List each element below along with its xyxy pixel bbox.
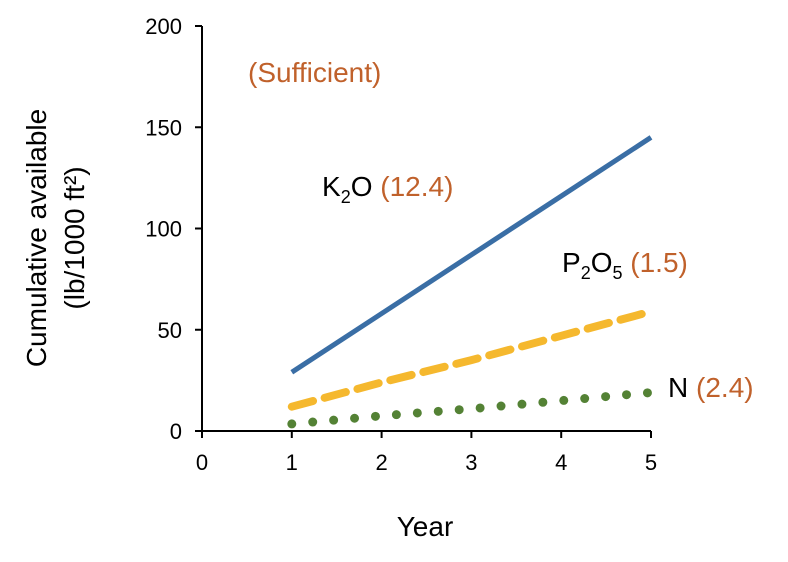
y-tick-label: 150	[145, 115, 182, 140]
series-line-p2o5	[287, 307, 655, 411]
series-label-k2o: K2O (12.4)	[322, 171, 453, 207]
x-tick-label: 4	[555, 450, 567, 475]
y-tick-label: 50	[158, 318, 182, 343]
series-label-n: N (2.4)	[668, 372, 754, 403]
rate-n: (2.4)	[696, 372, 754, 403]
y-tick-label: 200	[145, 14, 182, 39]
y-tick-label: 100	[145, 217, 182, 242]
x-axis-label: Year	[397, 511, 454, 542]
series-label-p2o5: P2O5 (1.5)	[562, 247, 688, 285]
y-axis-label-line2: (lb/1000 ft²)	[59, 166, 90, 309]
x-tick-label: 5	[645, 450, 657, 475]
y-tick-label: 0	[170, 419, 182, 444]
series-line-k2o	[290, 135, 653, 375]
x-tick-label: 0	[196, 450, 208, 475]
rate-k2o: (12.4)	[380, 171, 453, 202]
series-line-n	[287, 388, 656, 429]
rate-p2o5: (1.5)	[630, 247, 688, 278]
x-tick-label: 3	[465, 450, 477, 475]
y-axis-label-line1: Cumulative available	[21, 109, 52, 367]
annotation-sufficient: (Sufficient)	[248, 57, 381, 88]
x-tick-label: 1	[286, 450, 298, 475]
x-tick-label: 2	[375, 450, 387, 475]
